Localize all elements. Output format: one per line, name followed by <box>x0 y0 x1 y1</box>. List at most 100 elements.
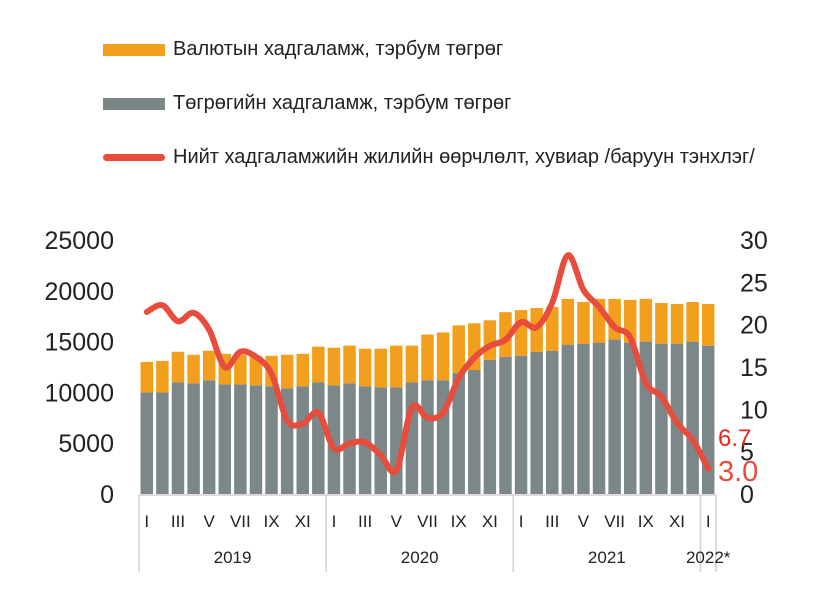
bar-fx-deposits <box>187 354 200 384</box>
left-tick-label: 25000 <box>44 227 114 255</box>
bar-fx-deposits <box>686 301 699 342</box>
bar-mnt-deposits <box>608 339 621 494</box>
x-tick-label: V <box>204 512 216 531</box>
line-group <box>143 252 712 476</box>
bar-mnt-deposits <box>187 383 200 494</box>
bar-fx-deposits <box>343 345 356 384</box>
bar-mnt-deposits <box>577 343 590 494</box>
bar-mnt-deposits <box>623 342 637 494</box>
bar-mnt-deposits <box>171 382 185 494</box>
left-tick-label: 0 <box>100 481 114 509</box>
bar-mnt-deposits <box>655 343 668 494</box>
bar-mnt-deposits <box>218 384 232 494</box>
left-tick-label: 15000 <box>44 329 114 357</box>
legend-label: Валютын хадгаламж, тэрбум төгрөг <box>173 38 504 60</box>
x-tick-label: I <box>332 512 337 531</box>
right-tick-label: 10 <box>740 396 768 424</box>
year-label: 2022* <box>686 548 731 567</box>
bar-mnt-deposits <box>156 392 169 494</box>
right-tick-label: 25 <box>740 269 768 297</box>
bar-mnt-deposits <box>546 350 559 494</box>
bar-fx-deposits <box>405 345 419 383</box>
bar-mnt-deposits <box>343 383 356 494</box>
bar-mnt-deposits <box>701 345 715 494</box>
x-tick-label: V <box>578 512 590 531</box>
left-tick-label: 5000 <box>58 430 114 458</box>
bar-fx-deposits <box>577 301 590 344</box>
x-tick-label: XI <box>482 512 498 531</box>
bar-fx-deposits <box>327 347 341 386</box>
bar-mnt-deposits <box>592 342 606 494</box>
bar-mnt-deposits <box>249 385 263 494</box>
bar-mnt-deposits <box>514 355 528 494</box>
left-tick-label: 20000 <box>44 278 114 306</box>
x-tick-label: I <box>706 512 711 531</box>
x-tick-label: VII <box>604 512 625 531</box>
x-tick-label: VII <box>417 512 438 531</box>
bar-mnt-deposits <box>499 356 512 494</box>
x-tick-label: IX <box>451 512 467 531</box>
bar-fx-deposits <box>436 332 450 381</box>
bar-mnt-deposits <box>140 392 154 494</box>
bar-mnt-deposits <box>686 341 699 494</box>
bar-fx-deposits <box>312 346 325 383</box>
bar-fx-deposits <box>452 325 465 374</box>
x-tick-label: VII <box>230 512 251 531</box>
bar-fx-deposits <box>390 345 403 388</box>
bar-mnt-deposits <box>421 380 434 494</box>
right-tick-label: 5 <box>740 439 754 467</box>
x-tick-label: III <box>358 512 372 531</box>
bar-fx-deposits <box>546 307 559 351</box>
bar-fx-deposits <box>156 360 169 393</box>
x-tick-label: XI <box>295 512 311 531</box>
bar-fx-deposits <box>296 353 309 387</box>
bar-mnt-deposits <box>374 387 387 494</box>
right-tick-label: 30 <box>740 227 768 255</box>
right-tick-label: 20 <box>740 312 768 340</box>
bar-fx-deposits <box>374 348 387 388</box>
x-tick-label: IX <box>638 512 654 531</box>
bar-fx-deposits <box>639 298 653 342</box>
annotation-label: 3.0 <box>718 456 758 488</box>
legend-label: Нийт хадгаламжийн жилийн өөрчлөлт, хувиа… <box>173 146 755 168</box>
bar-fx-deposits <box>499 312 512 357</box>
bar-mnt-deposits <box>202 380 216 494</box>
bar-mnt-deposits <box>483 359 497 494</box>
annotation-label: 6.7 <box>718 425 751 452</box>
left-tick-label: 10000 <box>44 379 114 407</box>
x-tick-label: I <box>144 512 149 531</box>
x-tick-label: III <box>171 512 185 531</box>
bar-fx-deposits <box>561 298 575 345</box>
bar-mnt-deposits <box>265 386 278 494</box>
bar-mnt-deposits <box>468 370 481 494</box>
year-label: 2020 <box>401 548 439 567</box>
bar-fx-deposits <box>358 348 372 387</box>
right-tick-label: 0 <box>740 481 754 509</box>
bar-mnt-deposits <box>561 344 575 494</box>
x-tick-label: V <box>391 512 403 531</box>
axes-group <box>138 494 717 572</box>
x-tick-label: XI <box>669 512 685 531</box>
bar-mnt-deposits <box>390 387 403 494</box>
bar-mnt-deposits <box>234 384 247 494</box>
bar-fx-deposits <box>280 354 294 389</box>
bar-mnt-deposits <box>327 385 341 494</box>
bar-mnt-deposits <box>530 351 543 494</box>
bar-fx-deposits <box>701 304 715 346</box>
right-tick-label: 15 <box>740 354 768 382</box>
bars-group <box>140 298 715 494</box>
legend-item-fx-deposits: Валютын хадгаламж, тэрбум төгрөг <box>103 36 503 63</box>
legend-swatch-orange <box>103 44 165 56</box>
bar-mnt-deposits <box>405 382 419 494</box>
bar-fx-deposits <box>514 310 528 356</box>
bar-fx-deposits <box>670 304 684 344</box>
bar-mnt-deposits <box>452 373 465 494</box>
x-tick-label: III <box>545 512 559 531</box>
year-label: 2019 <box>214 548 252 567</box>
bar-fx-deposits <box>202 350 216 381</box>
bar-fx-deposits <box>171 351 185 383</box>
bar-fx-deposits <box>249 355 263 386</box>
legend-item-yoy-change: Нийт хадгаламжийн жилийн өөрчлөлт, хувиа… <box>103 144 763 171</box>
